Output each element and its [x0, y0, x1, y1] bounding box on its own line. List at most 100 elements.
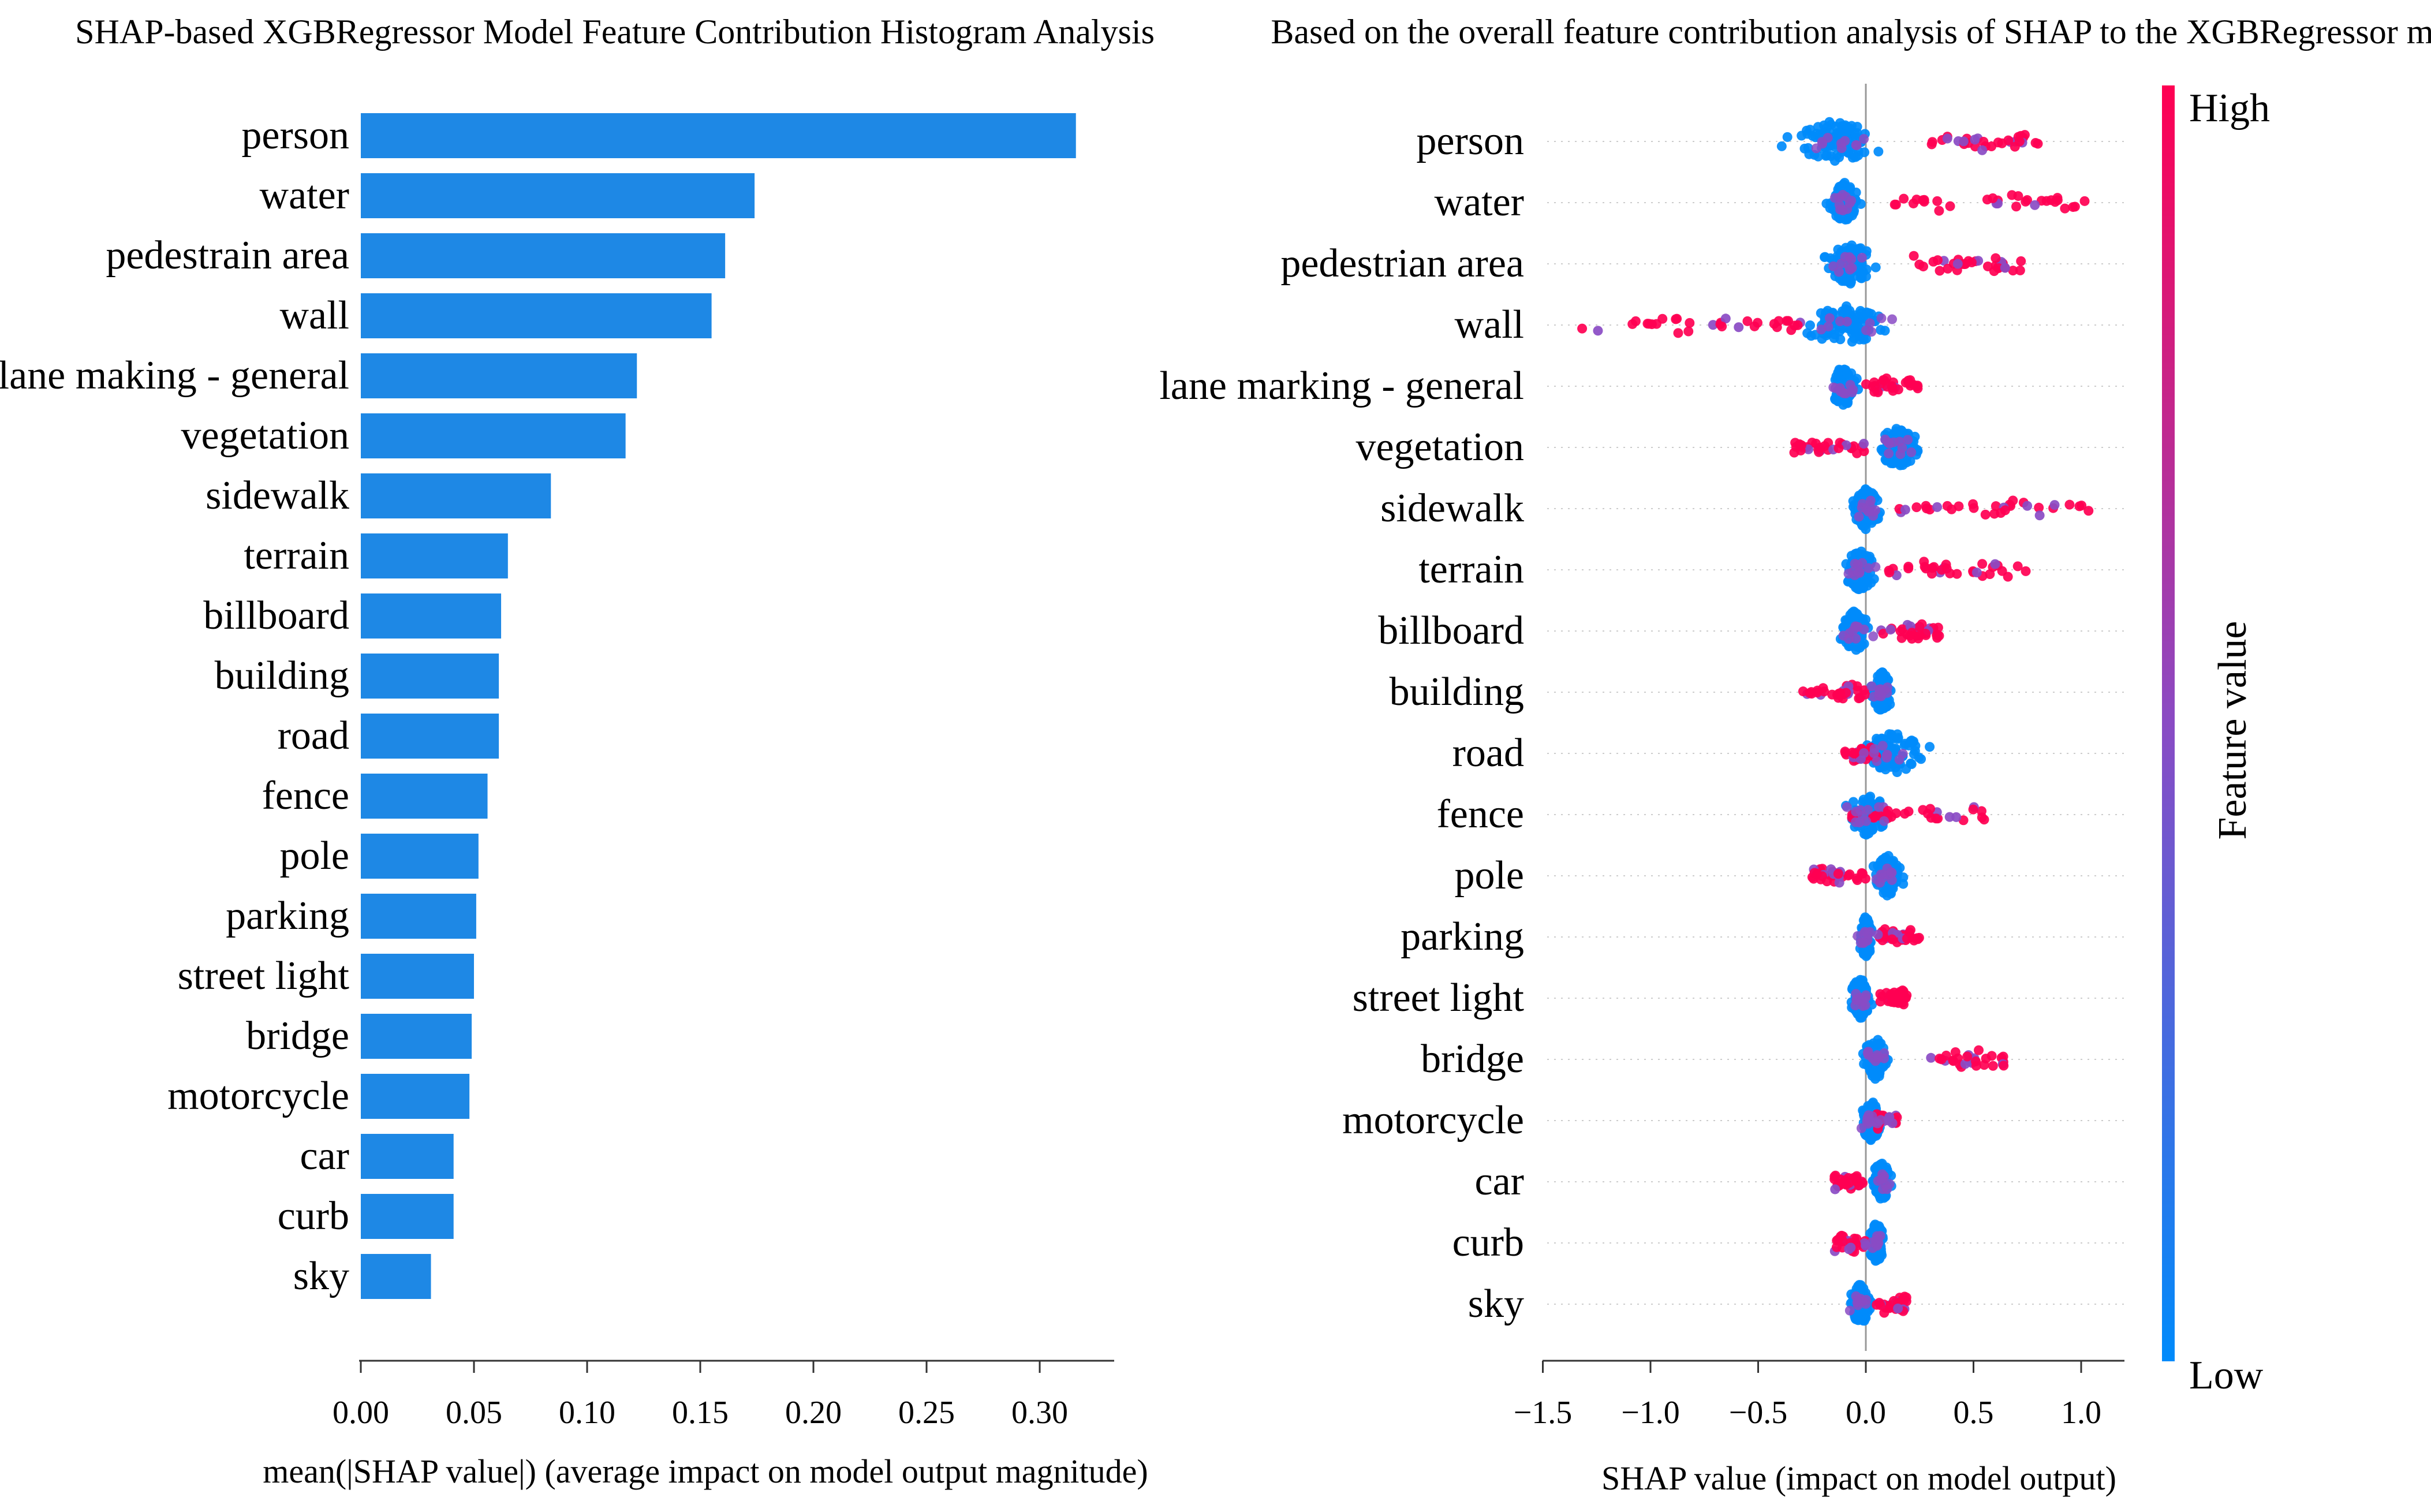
shap-point: [1932, 255, 1943, 266]
shap-point: [1952, 259, 1963, 269]
shap-point: [1861, 334, 1872, 344]
shap-point: [1970, 1056, 1981, 1067]
shap-point: [1979, 1060, 1989, 1070]
shap-point: [1988, 1061, 1998, 1071]
feature-label: sidewalk: [1380, 486, 1524, 531]
shap-point: [1821, 151, 1831, 161]
shap-point: [1887, 934, 1897, 944]
feature-label: billboard: [1378, 608, 1524, 653]
shap-point: [1993, 137, 2003, 148]
shap-point: [2083, 506, 2094, 516]
bar-label: pole: [279, 834, 349, 878]
bar-label: sidewalk: [206, 473, 349, 518]
bar-bridge: [361, 1014, 472, 1059]
shap-point: [1847, 337, 1857, 347]
shap-point: [1841, 398, 1851, 408]
shap-point: [1798, 686, 1808, 697]
shap-point: [1858, 581, 1868, 592]
shap-tick-label: 0.5: [1954, 1395, 1994, 1431]
shap-point: [1852, 681, 1862, 692]
feature-label: water: [1435, 180, 1524, 225]
shap-point: [1873, 802, 1884, 812]
shap-point: [1835, 386, 1846, 397]
shap-point: [1822, 876, 1832, 887]
shap-point: [1876, 313, 1887, 323]
shap-point: [1868, 861, 1879, 871]
shap-point: [1980, 509, 1991, 520]
shap-point: [1854, 817, 1865, 828]
bar-label: fence: [262, 774, 349, 818]
shap-point: [1742, 316, 1753, 326]
bar-road: [361, 714, 499, 759]
shap-point: [1882, 1184, 1892, 1194]
shap-point: [1882, 382, 1892, 392]
feature-label: terrain: [1418, 547, 1524, 592]
shap-point: [1833, 869, 1843, 879]
shap-point: [1879, 703, 1889, 713]
shap-point: [1932, 196, 1943, 206]
shap-point: [1899, 999, 1909, 1010]
shap-point: [1829, 156, 1840, 166]
shap-point: [1869, 387, 1880, 397]
shap-point: [1685, 318, 1695, 328]
shap-point: [2052, 193, 2063, 203]
shap-point: [1877, 741, 1888, 751]
shap-point: [1971, 568, 1982, 578]
shap-point: [2041, 196, 2052, 206]
shap-point: [1841, 440, 1851, 450]
shap-point: [1852, 448, 1862, 458]
bar-motorcycle: [361, 1074, 470, 1119]
shap-point: [2013, 191, 2023, 201]
shap-point: [1848, 384, 1858, 395]
feature-label: road: [1452, 731, 1524, 775]
shap-point: [1948, 1056, 1958, 1066]
shap-point: [1985, 569, 1995, 580]
shap-point: [1845, 184, 1855, 194]
shap-point: [2012, 561, 2023, 572]
shap-point: [1886, 812, 1896, 822]
shap-point: [1683, 326, 1694, 337]
bar-sky: [361, 1254, 431, 1299]
shap-point: [1887, 314, 1898, 324]
shap-point: [1901, 1292, 1911, 1302]
shap-point: [1877, 1250, 1887, 1260]
shap-point: [1772, 322, 1782, 333]
shap-point: [1881, 373, 1892, 383]
shap-point: [1857, 640, 1867, 650]
shap-point: [1978, 136, 1989, 147]
shap-point: [1891, 199, 1901, 210]
shap-point: [1843, 634, 1854, 644]
shap-point: [1902, 457, 1912, 468]
shap-point: [1954, 501, 1964, 512]
shap-point: [1833, 244, 1843, 255]
shap-point: [1842, 368, 1852, 379]
shap-point: [1899, 808, 1910, 819]
shap-point: [1861, 551, 1872, 561]
shap-point: [1942, 133, 1952, 144]
shap-point: [1832, 1242, 1842, 1252]
shap-point: [1846, 196, 1857, 206]
bar-car: [361, 1134, 454, 1179]
shap-tick-label: −1.0: [1621, 1395, 1680, 1431]
bar-label: motorcycle: [167, 1074, 349, 1118]
shap-point: [1934, 206, 1944, 216]
bar-category-labels: person water pedestrain area wall lane makin…: [0, 113, 350, 1298]
bar-label: billboard: [203, 593, 349, 638]
shap-point: [2003, 135, 2014, 145]
shap-point: [1846, 551, 1857, 561]
shap-point: [2016, 256, 2026, 266]
bar-tick-label: 0.20: [785, 1395, 842, 1431]
bar-label: wall: [279, 293, 349, 338]
shap-point: [1673, 328, 1683, 338]
shap-point: [1841, 688, 1851, 698]
shap-point: [1862, 572, 1873, 582]
shap-point: [1906, 447, 1917, 457]
shap-point: [1843, 569, 1854, 579]
shap-point: [1840, 305, 1850, 315]
shap-point: [1851, 807, 1861, 817]
shap-point: [1878, 872, 1888, 883]
shap-point: [1782, 132, 1793, 142]
shap-point: [1850, 312, 1860, 323]
shap-point: [1852, 1297, 1862, 1308]
shap-point: [1960, 1059, 1970, 1069]
